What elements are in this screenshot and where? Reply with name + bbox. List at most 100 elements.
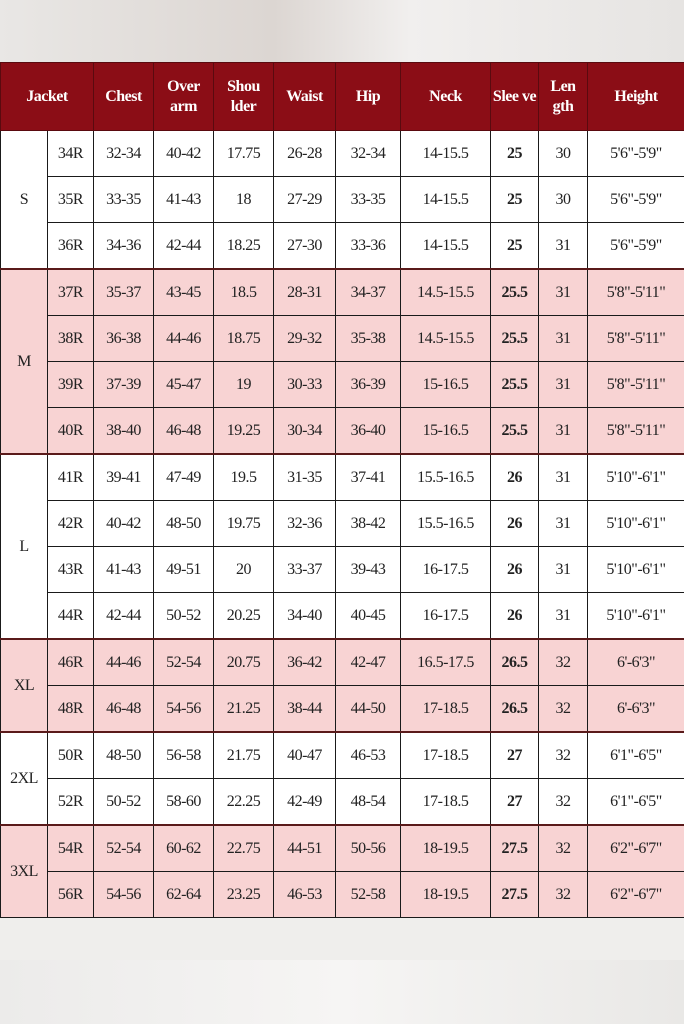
cell-neck: 14-15.5 bbox=[400, 130, 491, 177]
cell-shoulder: 18.25 bbox=[213, 222, 274, 270]
cell-length: 31 bbox=[538, 500, 588, 547]
cell-neck: 16-17.5 bbox=[400, 546, 491, 593]
cell-sleeve: 27 bbox=[490, 778, 539, 826]
cell-over-arm: 41-43 bbox=[153, 176, 214, 223]
cell-waist: 32-36 bbox=[273, 500, 336, 547]
cell-height: 5'8"-5'11" bbox=[587, 407, 684, 455]
cell-waist: 30-33 bbox=[273, 361, 336, 408]
table-row: XL 46R 44-46 52-54 20.75 36-42 42-47 16.5-17.5 2… bbox=[0, 638, 684, 733]
cell-chest: 42-44 bbox=[93, 592, 154, 640]
cell-sleeve: 26.5 bbox=[490, 638, 539, 686]
cell-length: 32 bbox=[538, 778, 588, 826]
cell-height: 5'8"-5'11" bbox=[587, 268, 684, 316]
cell-chest: 39-41 bbox=[93, 453, 154, 501]
cell-height: 5'6"-5'9" bbox=[587, 222, 684, 270]
cell-hip: 44-50 bbox=[335, 685, 401, 733]
size-group-label: XL bbox=[0, 638, 48, 733]
cell-chest: 46-48 bbox=[93, 685, 154, 733]
cell-over-arm: 49-51 bbox=[153, 546, 214, 593]
size-chart-table: Jacket Chest Over arm Shou lder Waist Hi… bbox=[0, 62, 684, 918]
table-row: 42R 40-42 48-50 19.75 32-36 38-42 15.5-16.5 26 3… bbox=[1, 500, 684, 547]
table-row: 39R 37-39 45-47 19 30-33 36-39 15-16.5 25.5 31 5'… bbox=[1, 361, 684, 408]
cell-over-arm: 54-56 bbox=[153, 685, 214, 733]
cell-shoulder: 20.25 bbox=[213, 592, 274, 640]
cell-hip: 32-34 bbox=[335, 130, 401, 177]
cell-length: 31 bbox=[538, 546, 588, 593]
table-row: L 41R 39-41 47-49 19.5 31-35 37-41 15.5-16.5 26 3… bbox=[0, 453, 684, 640]
table-row: 36R 34-36 42-44 18.25 27-30 33-36 14-15.5 25 31 5… bbox=[1, 222, 684, 270]
cell-length: 32 bbox=[538, 871, 588, 918]
cell-height: 5'10"-6'1" bbox=[587, 453, 684, 501]
header-waist: Waist bbox=[273, 62, 336, 131]
table-row: M 37R 35-37 43-45 18.5 28-31 34-37 14.5-15.5 25.… bbox=[0, 268, 684, 455]
cell-waist: 28-31 bbox=[273, 268, 336, 316]
cell-waist: 29-32 bbox=[273, 315, 336, 362]
cell-neck: 15.5-16.5 bbox=[400, 500, 491, 547]
cell-height: 5'10"-6'1" bbox=[587, 500, 684, 547]
cell-height: 5'10"-6'1" bbox=[587, 592, 684, 640]
cell-sleeve: 25 bbox=[490, 222, 539, 270]
cell-waist: 46-53 bbox=[273, 871, 336, 918]
cell-height: 5'8"-5'11" bbox=[587, 361, 684, 408]
cell-height: 6'-6'3" bbox=[587, 638, 684, 686]
cell-chest: 38-40 bbox=[93, 407, 154, 455]
cell-height: 5'8"-5'11" bbox=[587, 315, 684, 362]
table-row: 35R 33-35 41-43 18 27-29 33-35 14-15.5 25 30 5'6"… bbox=[1, 176, 684, 223]
cell-length: 30 bbox=[538, 176, 588, 223]
header-sleeve: Slee ve bbox=[490, 62, 539, 131]
cell-chest: 33-35 bbox=[93, 176, 154, 223]
cell-length: 30 bbox=[538, 130, 588, 177]
cell-height: 5'6"-5'9" bbox=[587, 176, 684, 223]
cell-hip: 35-38 bbox=[335, 315, 401, 362]
header-length: Len gth bbox=[538, 62, 588, 131]
cell-sleeve: 26 bbox=[490, 453, 539, 501]
cell-neck: 18-19.5 bbox=[400, 871, 491, 918]
cell-chest: 32-34 bbox=[93, 130, 154, 177]
cell-shoulder: 17.75 bbox=[213, 130, 274, 177]
cell-hip: 36-40 bbox=[335, 407, 401, 455]
cell-sleeve: 25 bbox=[490, 176, 539, 223]
cell-hip: 39-43 bbox=[335, 546, 401, 593]
cell-shoulder: 19.5 bbox=[213, 453, 274, 501]
cell-waist: 44-51 bbox=[273, 824, 336, 872]
cell-height: 6'2"-6'7" bbox=[587, 871, 684, 918]
cell-height: 5'6"-5'9" bbox=[587, 130, 684, 177]
cell-length: 32 bbox=[538, 638, 588, 686]
cell-shoulder: 19.25 bbox=[213, 407, 274, 455]
cell-neck: 15-16.5 bbox=[400, 407, 491, 455]
cell-jacket-code: 44R bbox=[47, 592, 94, 640]
cell-jacket-code: 42R bbox=[47, 500, 94, 547]
cell-jacket-code: 54R bbox=[47, 824, 94, 872]
cell-sleeve: 27.5 bbox=[490, 824, 539, 872]
cell-height: 6'2"-6'7" bbox=[587, 824, 684, 872]
cell-chest: 35-37 bbox=[93, 268, 154, 316]
cell-waist: 42-49 bbox=[273, 778, 336, 826]
cell-hip: 40-45 bbox=[335, 592, 401, 640]
header-height: Height bbox=[587, 62, 684, 131]
cell-hip: 33-36 bbox=[335, 222, 401, 270]
cell-hip: 34-37 bbox=[335, 268, 401, 316]
size-chart-body: S 34R 32-34 40-42 17.75 26-28 32-34 14-15.5 25 30… bbox=[0, 130, 684, 918]
cell-length: 31 bbox=[538, 361, 588, 408]
cell-jacket-code: 39R bbox=[47, 361, 94, 408]
cell-sleeve: 26 bbox=[490, 592, 539, 640]
cell-chest: 44-46 bbox=[93, 638, 154, 686]
cell-waist: 31-35 bbox=[273, 453, 336, 501]
cell-height: 6'1"-6'5" bbox=[587, 778, 684, 826]
cell-neck: 14-15.5 bbox=[400, 176, 491, 223]
cell-over-arm: 47-49 bbox=[153, 453, 214, 501]
table-row: 43R 41-43 49-51 20 33-37 39-43 16-17.5 26 31 5'10… bbox=[1, 546, 684, 593]
cell-neck: 16-17.5 bbox=[400, 592, 491, 640]
cell-sleeve: 26.5 bbox=[490, 685, 539, 733]
cell-shoulder: 21.25 bbox=[213, 685, 274, 733]
header-neck: Neck bbox=[400, 62, 491, 131]
background-photo-top bbox=[0, 0, 684, 62]
cell-shoulder: 18 bbox=[213, 176, 274, 223]
cell-length: 31 bbox=[538, 315, 588, 362]
cell-length: 31 bbox=[538, 268, 588, 316]
cell-sleeve: 27.5 bbox=[490, 871, 539, 918]
cell-chest: 50-52 bbox=[93, 778, 154, 826]
cell-chest: 36-38 bbox=[93, 315, 154, 362]
cell-neck: 14.5-15.5 bbox=[400, 268, 491, 316]
cell-over-arm: 43-45 bbox=[153, 268, 214, 316]
